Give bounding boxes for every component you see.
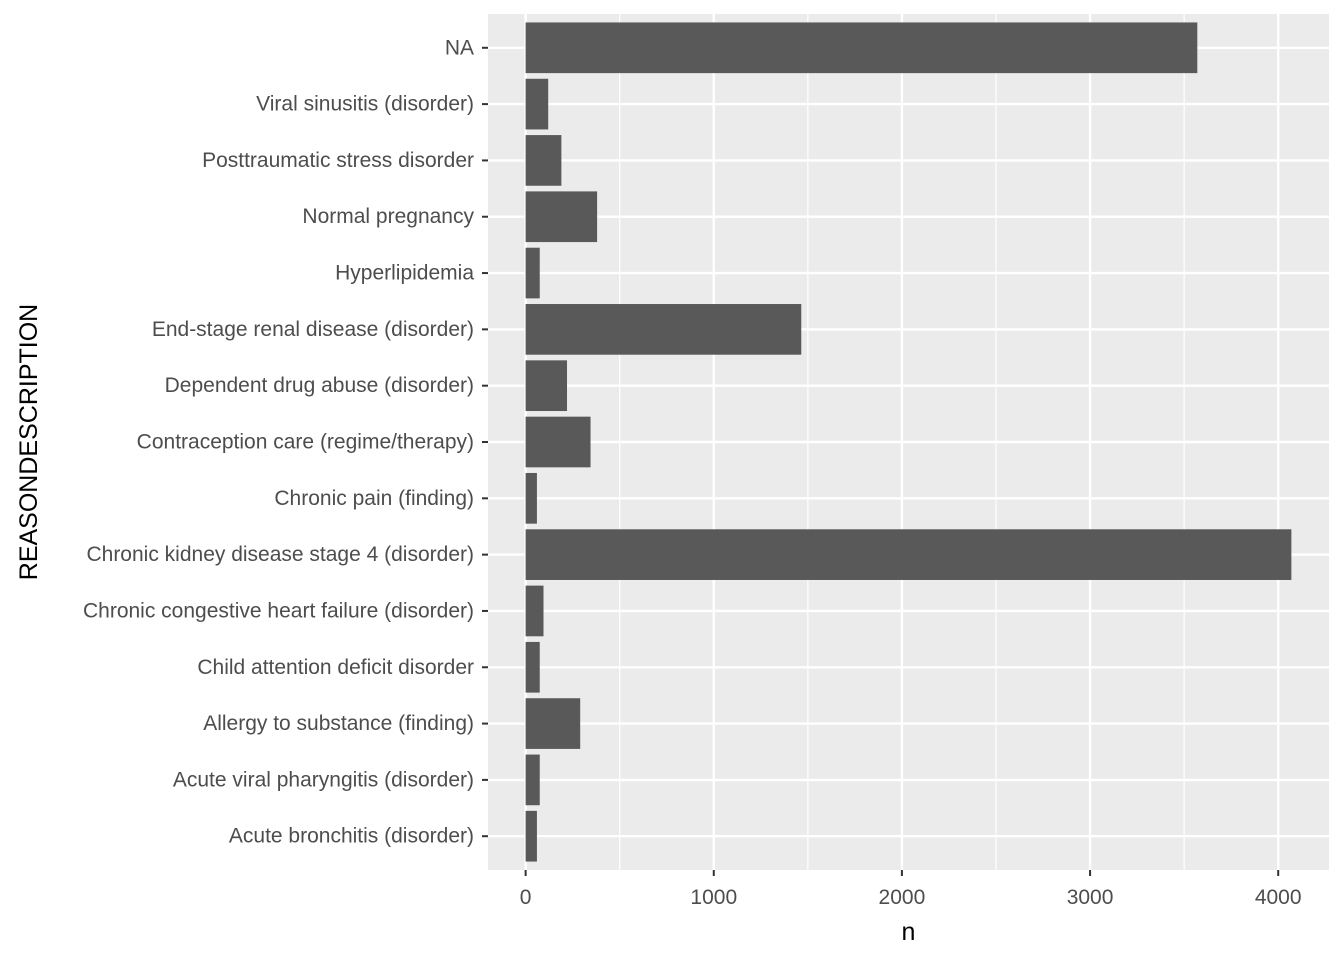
bar — [525, 135, 562, 186]
x-tick-label: 3000 — [1067, 886, 1114, 909]
x-axis-ticks: 0 1000 2000 3000 4000 — [520, 870, 1302, 909]
y-tick-label: Chronic congestive heart failure (disord… — [83, 599, 474, 622]
bar — [525, 641, 540, 693]
bar — [525, 698, 581, 749]
y-tick-label: Dependent drug abuse (disorder) — [165, 374, 474, 397]
y-tick-label: Viral sinusitis (disorder) — [256, 93, 474, 116]
y-tick-label: Acute viral pharyngitis (disorder) — [173, 768, 474, 791]
y-axis-ticks: Acute bronchitis (disorder) Acute viral p… — [83, 36, 488, 848]
y-tick-label: Normal pregnancy — [302, 205, 474, 228]
bar — [525, 810, 537, 862]
y-tick-label: NA — [445, 36, 474, 59]
x-tick-label: 1000 — [690, 886, 737, 909]
x-tick-label: 2000 — [879, 886, 926, 909]
bar — [525, 754, 540, 806]
bars — [525, 22, 1292, 862]
bar — [525, 472, 537, 524]
y-tick-label: Chronic pain (finding) — [274, 487, 474, 510]
bar — [525, 529, 1292, 580]
y-tick-label: Hyperlipidemia — [335, 262, 474, 285]
y-axis-title: REASONDESCRIPTION — [15, 304, 43, 580]
bar — [525, 360, 568, 412]
y-tick-label: Acute bronchitis (disorder) — [229, 825, 474, 848]
bar — [525, 78, 549, 130]
y-tick-label: Contraception care (regime/therapy) — [137, 431, 474, 454]
bar — [525, 416, 591, 468]
x-axis-title: n — [902, 918, 916, 946]
bar — [525, 22, 1198, 74]
bar — [525, 247, 540, 299]
bar — [525, 191, 598, 243]
x-tick-label: 4000 — [1255, 886, 1302, 909]
x-tick-label: 0 — [520, 886, 532, 909]
y-tick-label: Posttraumatic stress disorder — [202, 149, 474, 172]
y-tick-label: Allergy to substance (finding) — [203, 712, 474, 735]
y-tick-label: Child attention deficit disorder — [197, 656, 474, 679]
y-tick-label: Chronic kidney disease stage 4 (disorder… — [86, 543, 474, 566]
bar — [525, 585, 544, 637]
bar — [525, 304, 802, 355]
y-tick-label: End-stage renal disease (disorder) — [152, 318, 474, 341]
